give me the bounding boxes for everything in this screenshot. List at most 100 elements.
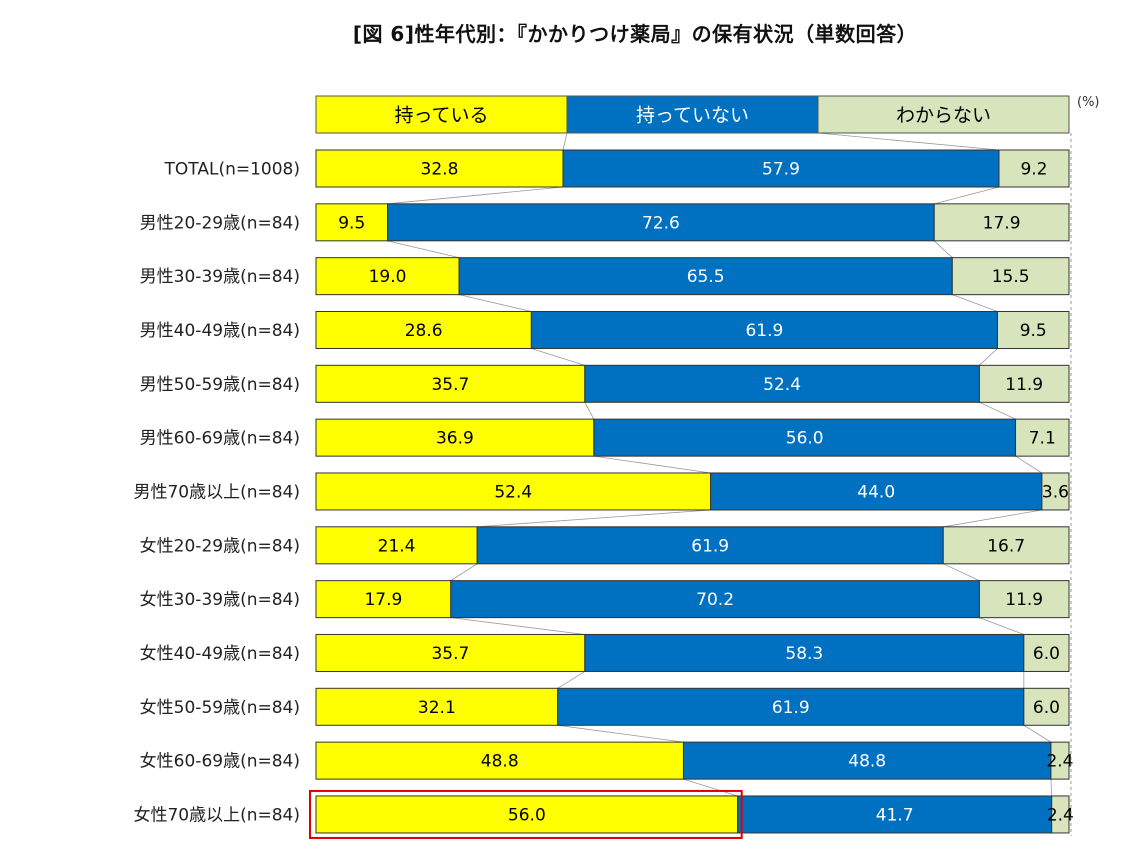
bar-segment [1050,741,1070,780]
connector-lines [387,132,1053,797]
bar-segment [315,203,389,242]
connector-line [593,455,711,474]
value-label: 36.9 [436,429,474,449]
value-label: 7.1 [1029,429,1056,449]
connector-line [979,348,998,366]
value-label: 58.3 [785,644,823,664]
value-label: 52.4 [763,375,801,395]
category-label: 男性20-29歳(n=84) [140,213,300,233]
bar-segment [996,310,1070,349]
category-label: 女性70歳以上(n=84) [133,805,300,825]
value-label: 48.8 [481,752,519,772]
chart-title: [図 6]性年代別：『かかりつけ薬局』の保有状況（単数回答） [352,22,918,46]
connector-line [943,563,980,582]
value-label: 11.9 [1005,375,1043,395]
value-label: 57.9 [762,160,800,180]
value-label: 17.9 [983,213,1021,233]
value-label: 61.9 [772,698,810,718]
bar-segment [562,149,1000,188]
bars: 32.8 57.9 9.2 9.5 72.6 17.9 19.0 65.5 15.5 28.6 61… [315,149,1074,834]
value-label: 41.7 [876,805,914,825]
bar-segment [1023,633,1070,672]
value-label: 44.0 [857,482,895,502]
value-label: 28.6 [405,321,443,341]
connector-line [1050,779,1053,796]
category-label: 男性70歳以上(n=84) [133,482,300,502]
bar-segment [315,741,684,780]
connector-line [557,724,684,743]
unit-label: (%) [1077,95,1100,110]
bar-segment [315,257,460,296]
value-label: 11.9 [1005,590,1043,610]
value-label: 65.5 [687,267,725,287]
bar-segment [593,418,1017,457]
bar-segment [584,364,980,403]
value-label: 52.4 [494,482,532,502]
bar-segment [978,364,1070,403]
connector-line [531,348,585,366]
connector-line [1023,724,1052,743]
connector-line [458,294,532,312]
connector-line [683,778,738,797]
value-label: 15.5 [992,267,1030,287]
bar-segment [315,633,586,672]
category-label: TOTAL(n=1008) [164,160,300,180]
value-label: 2.4 [1046,752,1073,772]
connector-line [450,563,478,581]
category-label: 男性40-49歳(n=84) [140,321,300,341]
bar-segment [1051,795,1070,834]
bar-segment [530,310,998,349]
value-label: 56.0 [508,805,546,825]
category-label: 女性30-39歳(n=84) [140,590,300,610]
highlight-box [309,789,743,839]
connector-line [562,132,568,151]
bar-segment [933,203,1070,242]
value-label: 35.7 [431,375,469,395]
value-label: 21.4 [378,536,416,556]
value-label: 72.6 [642,213,680,233]
value-label: 56.0 [786,429,824,449]
connector-line [450,617,585,635]
connector-line [584,402,595,420]
connector-line [933,240,953,258]
value-label: 35.7 [431,644,469,664]
bar-segment [942,526,1070,565]
connector-line [952,294,998,312]
value-label: 70.2 [696,590,734,610]
connector-line [943,509,1042,528]
value-label: 6.0 [1033,644,1060,664]
bar-segment [315,310,532,349]
connector-line [477,509,711,528]
bar-segment [557,687,1025,726]
legend: 持っている 持っていない わからない [315,95,1070,134]
category-label: 男性60-69歳(n=84) [140,429,300,449]
value-label: 3.6 [1042,482,1069,502]
bar-segment [951,257,1070,296]
bar-segment [1015,418,1070,457]
value-label: 32.1 [418,698,456,718]
legend-label-0: 持っている [394,105,488,127]
bar-segment [315,526,478,565]
value-label: 16.7 [987,536,1025,556]
connector-line [387,240,460,259]
value-label: 2.4 [1047,805,1074,825]
legend-label-1: 持っていない [636,105,749,127]
bar-segment [315,364,586,403]
connector-line [934,186,1000,205]
connector-line [979,617,1024,635]
category-label: 男性50-59歳(n=84) [140,375,300,395]
bar-segment [737,795,1053,834]
bar-segment [1023,687,1070,726]
category-label: 男性30-39歳(n=84) [140,267,300,287]
bar-segment [710,472,1043,511]
connector-line [557,671,586,689]
category-label: 女性50-59歳(n=84) [140,698,300,718]
legend-box-2 [817,95,1070,134]
bar-segment [1041,472,1070,511]
category-label: 女性20-29歳(n=84) [140,536,300,556]
connector-line [817,132,1000,151]
category-label: 女性60-69歳(n=84) [140,752,300,772]
category-labels: TOTAL(n=1008) 男性20-29歳(n=84) 男性30-39歳(n=84… [133,160,300,826]
value-label: 32.8 [421,160,459,180]
